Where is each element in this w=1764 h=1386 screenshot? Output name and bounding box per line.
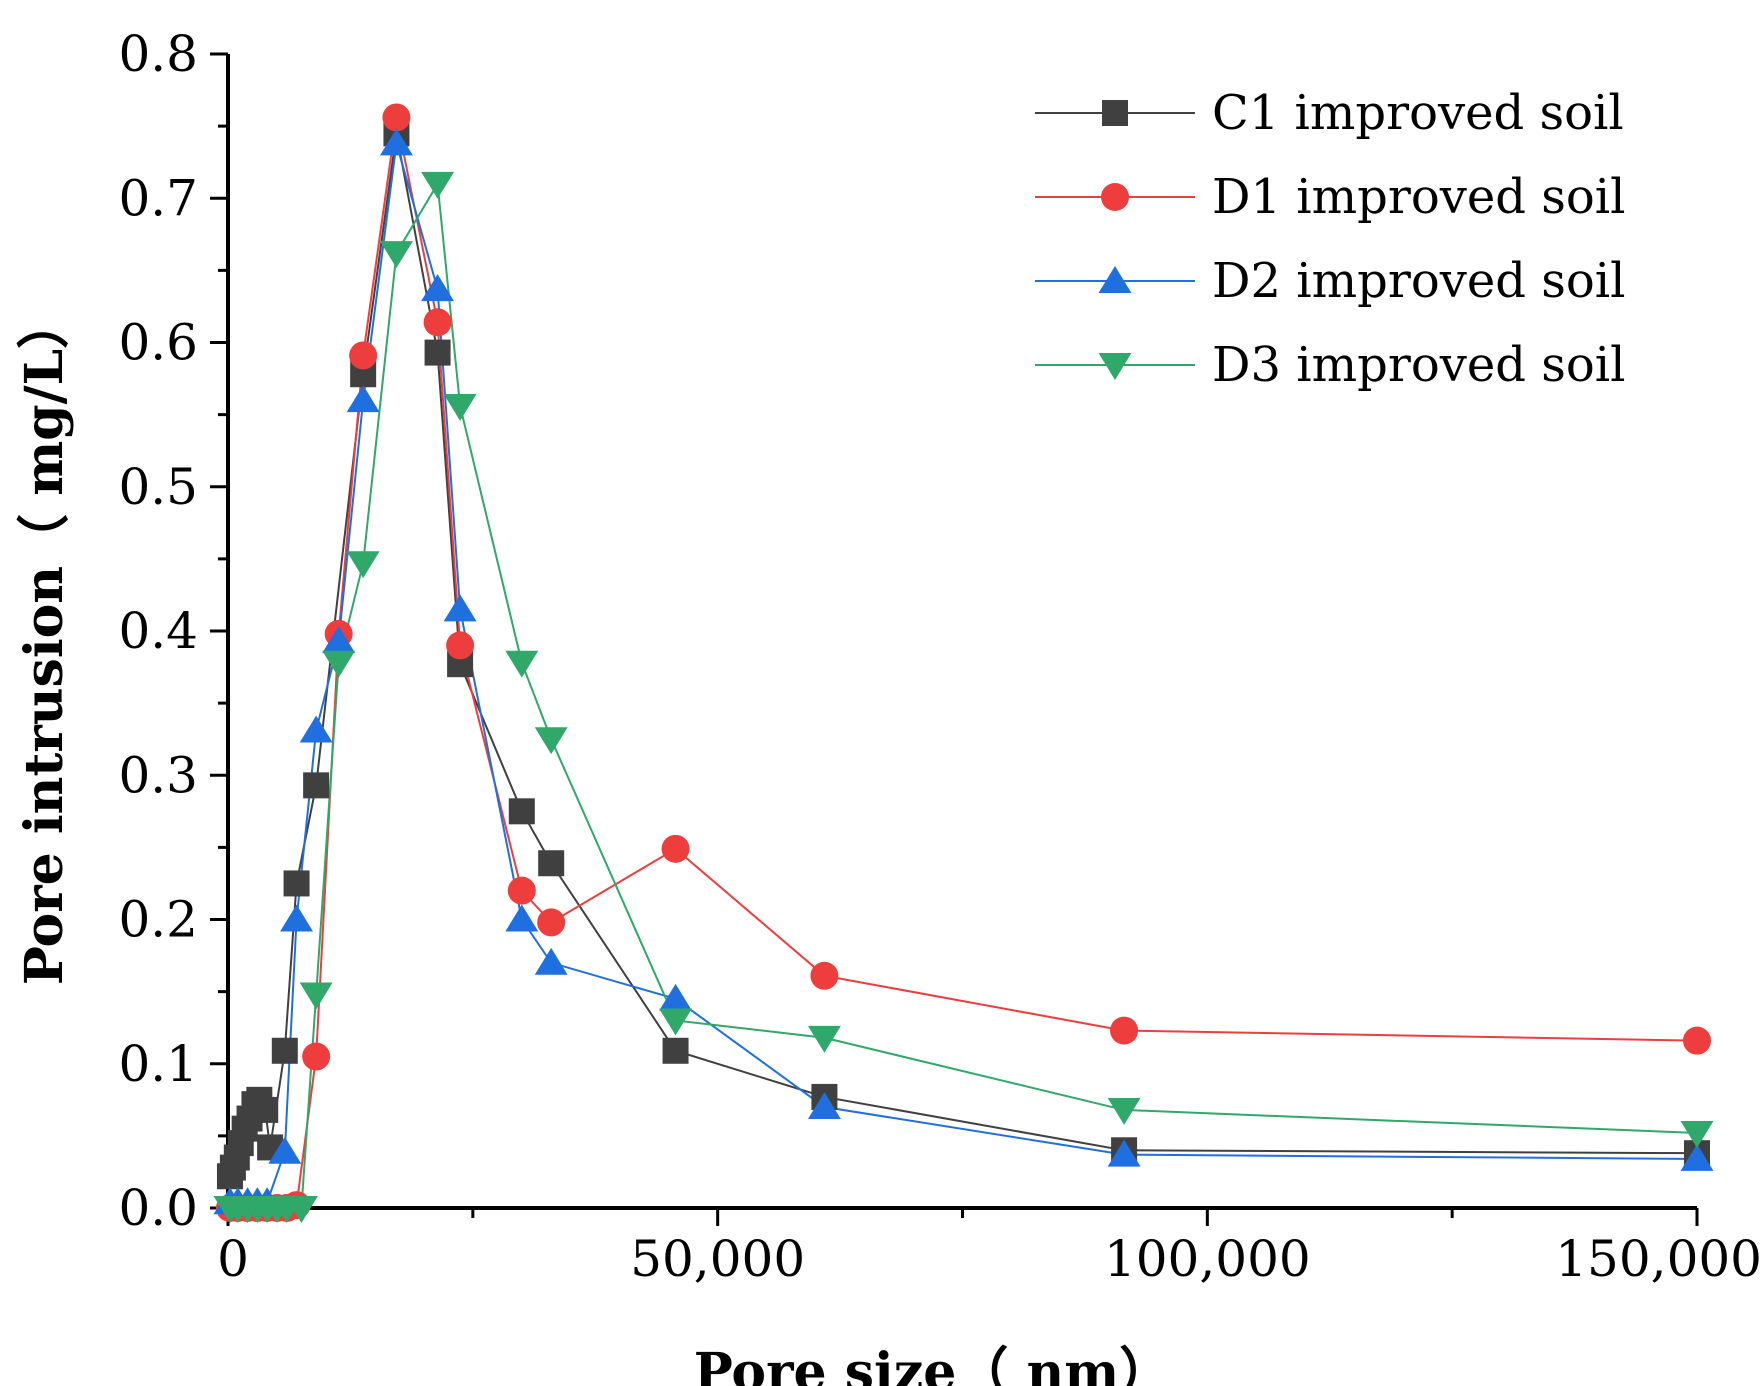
d2-improved-soil-point: [346, 385, 380, 413]
legend-marker: [1098, 353, 1132, 380]
d2-improved-soil-point: [268, 1136, 302, 1164]
x-tick-label: 50,000: [630, 1230, 805, 1288]
x-axis-title: Pore size（ nm）: [694, 1342, 1172, 1386]
c1-improved-soil-point: [271, 1037, 298, 1064]
c1-improved-soil-point: [662, 1037, 689, 1064]
y-axis-title: Pore intrusion（ mg/L）: [14, 297, 75, 985]
y-tick-label: 0.3: [118, 746, 198, 804]
d2-improved-soil-point: [659, 983, 693, 1011]
d1-improved-soil-point: [810, 961, 839, 990]
d3-improved-soil-markers: [213, 171, 1714, 1223]
d1-improved-soil-point: [446, 631, 475, 660]
c1-improved-soil-point: [283, 870, 310, 897]
d2-improved-soil-point: [299, 715, 333, 743]
legend-marker: [1102, 100, 1128, 126]
d2-improved-soil-point: [505, 904, 539, 932]
d1-improved-soil-point: [423, 308, 452, 337]
d3-improved-soil-point: [1107, 1097, 1141, 1125]
legend-label: D2 improved soil: [1212, 253, 1625, 309]
y-tick-label: 0.6: [118, 314, 198, 372]
x-tick-label: 150,000: [1555, 1230, 1762, 1288]
legend: C1 improved soil D1 improved soil D2 impro…: [1035, 85, 1625, 393]
d2-improved-soil-point: [1680, 1144, 1714, 1171]
d3-improved-soil-point: [322, 650, 356, 678]
x-tick-label: 0: [217, 1230, 249, 1288]
y-tick-label: 0.4: [118, 602, 198, 660]
d3-improved-soil-point: [346, 551, 380, 579]
d3-improved-soil-point: [380, 241, 413, 269]
d2-improved-soil-point: [421, 274, 455, 302]
legend-entry-d2-improved-soil: D2 improved soil: [1035, 253, 1625, 309]
legend-entry-d1-improved-soil: D1 improved soil: [1035, 169, 1625, 225]
d3-improved-soil-point: [534, 727, 568, 755]
d2-improved-soil-point: [322, 626, 356, 654]
legend-label: D1 improved soil: [1212, 169, 1625, 225]
d3-improved-soil-point: [807, 1025, 841, 1053]
d1-improved-soil-point: [537, 908, 566, 937]
d2-improved-soil-point: [280, 904, 313, 932]
d1-improved-soil-point: [1110, 1016, 1139, 1045]
d1-improved-soil-point: [349, 341, 378, 370]
d1-improved-soil-point: [507, 876, 536, 905]
d2-improved-soil-point: [1107, 1139, 1141, 1167]
y-tick-label: 0.8: [118, 25, 198, 83]
d2-improved-soil-point: [443, 594, 477, 622]
legend-label: D3 improved soil: [1212, 337, 1625, 393]
d1-improved-soil-point: [1683, 1026, 1711, 1055]
y-tick-label: 0.2: [118, 891, 198, 949]
y-tick-label: 0.0: [118, 1179, 198, 1237]
c1-improved-soil-point: [538, 850, 565, 877]
legend-entry-d3-improved-soil: D3 improved soil: [1035, 337, 1625, 393]
x-tick-label: 100,000: [1104, 1230, 1311, 1288]
y-tick-label: 0.5: [118, 458, 198, 516]
legend-marker: [1101, 183, 1129, 211]
d3-improved-soil-point: [421, 171, 455, 199]
d3-improved-soil-point: [285, 1196, 318, 1223]
d3-improved-soil-point: [443, 394, 477, 421]
d1-improved-soil-point: [382, 103, 411, 132]
d3-improved-soil-point: [505, 650, 539, 678]
d1-improved-soil-point: [661, 834, 690, 863]
d3-improved-soil-point: [299, 982, 333, 1010]
c1-improved-soil-point: [424, 339, 451, 366]
series-layer: [213, 103, 1714, 1223]
d2-improved-soil-point: [534, 947, 568, 975]
legend-marker: [1098, 266, 1132, 293]
d3-improved-soil-point: [1680, 1121, 1714, 1148]
d1-improved-soil-point: [302, 1042, 331, 1071]
d3-improved-soil-point: [659, 1008, 693, 1036]
d2-improved-soil-point: [807, 1092, 841, 1119]
c1-improved-soil-point: [508, 798, 535, 825]
y-tick-label: 0.1: [118, 1035, 198, 1093]
c1-improved-soil-point: [303, 772, 330, 799]
axes: 0.0 0.1 0.2 0.3 0.4 0.5 0.6 0.7 0.8 0 50,000 100,00…: [118, 25, 1762, 1288]
c1-improved-soil-point: [252, 1096, 279, 1123]
legend-label: C1 improved soil: [1212, 85, 1624, 141]
d2-improved-soil-point: [380, 128, 413, 156]
legend-entry-c1-improved-soil: C1 improved soil: [1035, 85, 1624, 141]
y-tick-label: 0.7: [118, 169, 198, 227]
